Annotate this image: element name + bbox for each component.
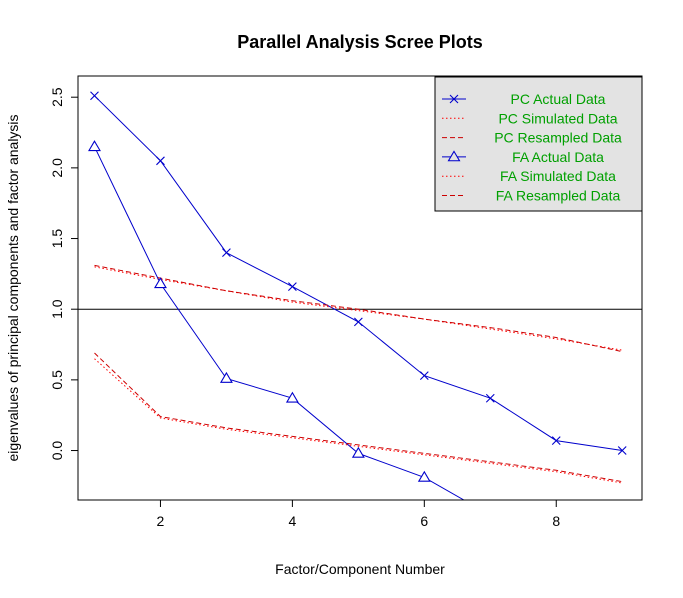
data-point-triangle-marker <box>88 140 101 152</box>
legend-label: PC Resampled Data <box>494 130 622 146</box>
x-axis-label: Factor/Component Number <box>275 561 445 577</box>
x-tick-label: 2 <box>157 513 165 529</box>
legend-entry: PC Resampled Data <box>442 130 622 146</box>
legend-label: PC Actual Data <box>511 91 606 107</box>
series-line <box>94 352 623 483</box>
legend-entry: FA Simulated Data <box>442 168 616 184</box>
y-tick-label: 2.5 <box>49 87 65 107</box>
plot-area <box>78 91 642 500</box>
y-tick-label: 2.0 <box>49 158 65 178</box>
data-point-triangle-marker <box>219 371 233 383</box>
legend-entry: FA Actual Data <box>442 149 604 165</box>
data-point-x-marker <box>551 436 561 446</box>
legend-label: PC Simulated Data <box>498 110 617 126</box>
legend-entry: PC Actual Data <box>442 91 606 107</box>
data-point-triangle-marker <box>417 470 431 482</box>
data-point-x-marker <box>617 446 627 455</box>
y-tick-label: 1.0 <box>49 299 65 319</box>
data-point-triangle-marker <box>285 391 299 403</box>
data-point-x-marker <box>353 317 363 327</box>
data-point-x-marker <box>287 282 297 291</box>
series-line <box>94 358 623 484</box>
legend-entry: FA Resampled Data <box>442 188 620 204</box>
x-tick-label: 8 <box>552 513 560 529</box>
legend-label: FA Simulated Data <box>500 168 616 184</box>
legend-box <box>434 76 643 212</box>
data-point-triangle-marker <box>153 277 167 289</box>
x-tick-label: 4 <box>288 513 296 529</box>
data-point-x-marker <box>90 91 99 101</box>
legend-label: FA Actual Data <box>512 149 604 165</box>
x-tick-label: 6 <box>420 513 428 529</box>
data-point-x-marker <box>222 248 231 258</box>
data-point-x-marker <box>156 156 165 166</box>
legend-label: FA Resampled Data <box>496 188 621 204</box>
legend-entry: PC Simulated Data <box>442 110 618 126</box>
plot-frame <box>77 75 643 501</box>
data-point-triangle-marker <box>351 446 365 458</box>
chart-title: Parallel Analysis Scree Plots <box>237 32 482 52</box>
y-axis-label: eigenvalues of principal components and … <box>5 114 21 461</box>
legend: PC Actual Data PC Simulated Data PC Resamp… <box>434 76 643 212</box>
data-point-x-marker <box>419 371 429 381</box>
y-tick-label: 1.5 <box>49 229 65 249</box>
series-line <box>94 146 465 500</box>
data-point-x-marker <box>485 393 495 403</box>
y-tick-label: 0.0 <box>49 441 65 461</box>
series-line <box>94 264 623 353</box>
y-axis: 0.0 0.5 1.0 1.5 2.0 2.5 <box>49 87 78 460</box>
y-tick-label: 0.5 <box>49 370 65 390</box>
x-axis: 2 4 6 8 <box>157 500 560 529</box>
series-line <box>94 266 623 351</box>
